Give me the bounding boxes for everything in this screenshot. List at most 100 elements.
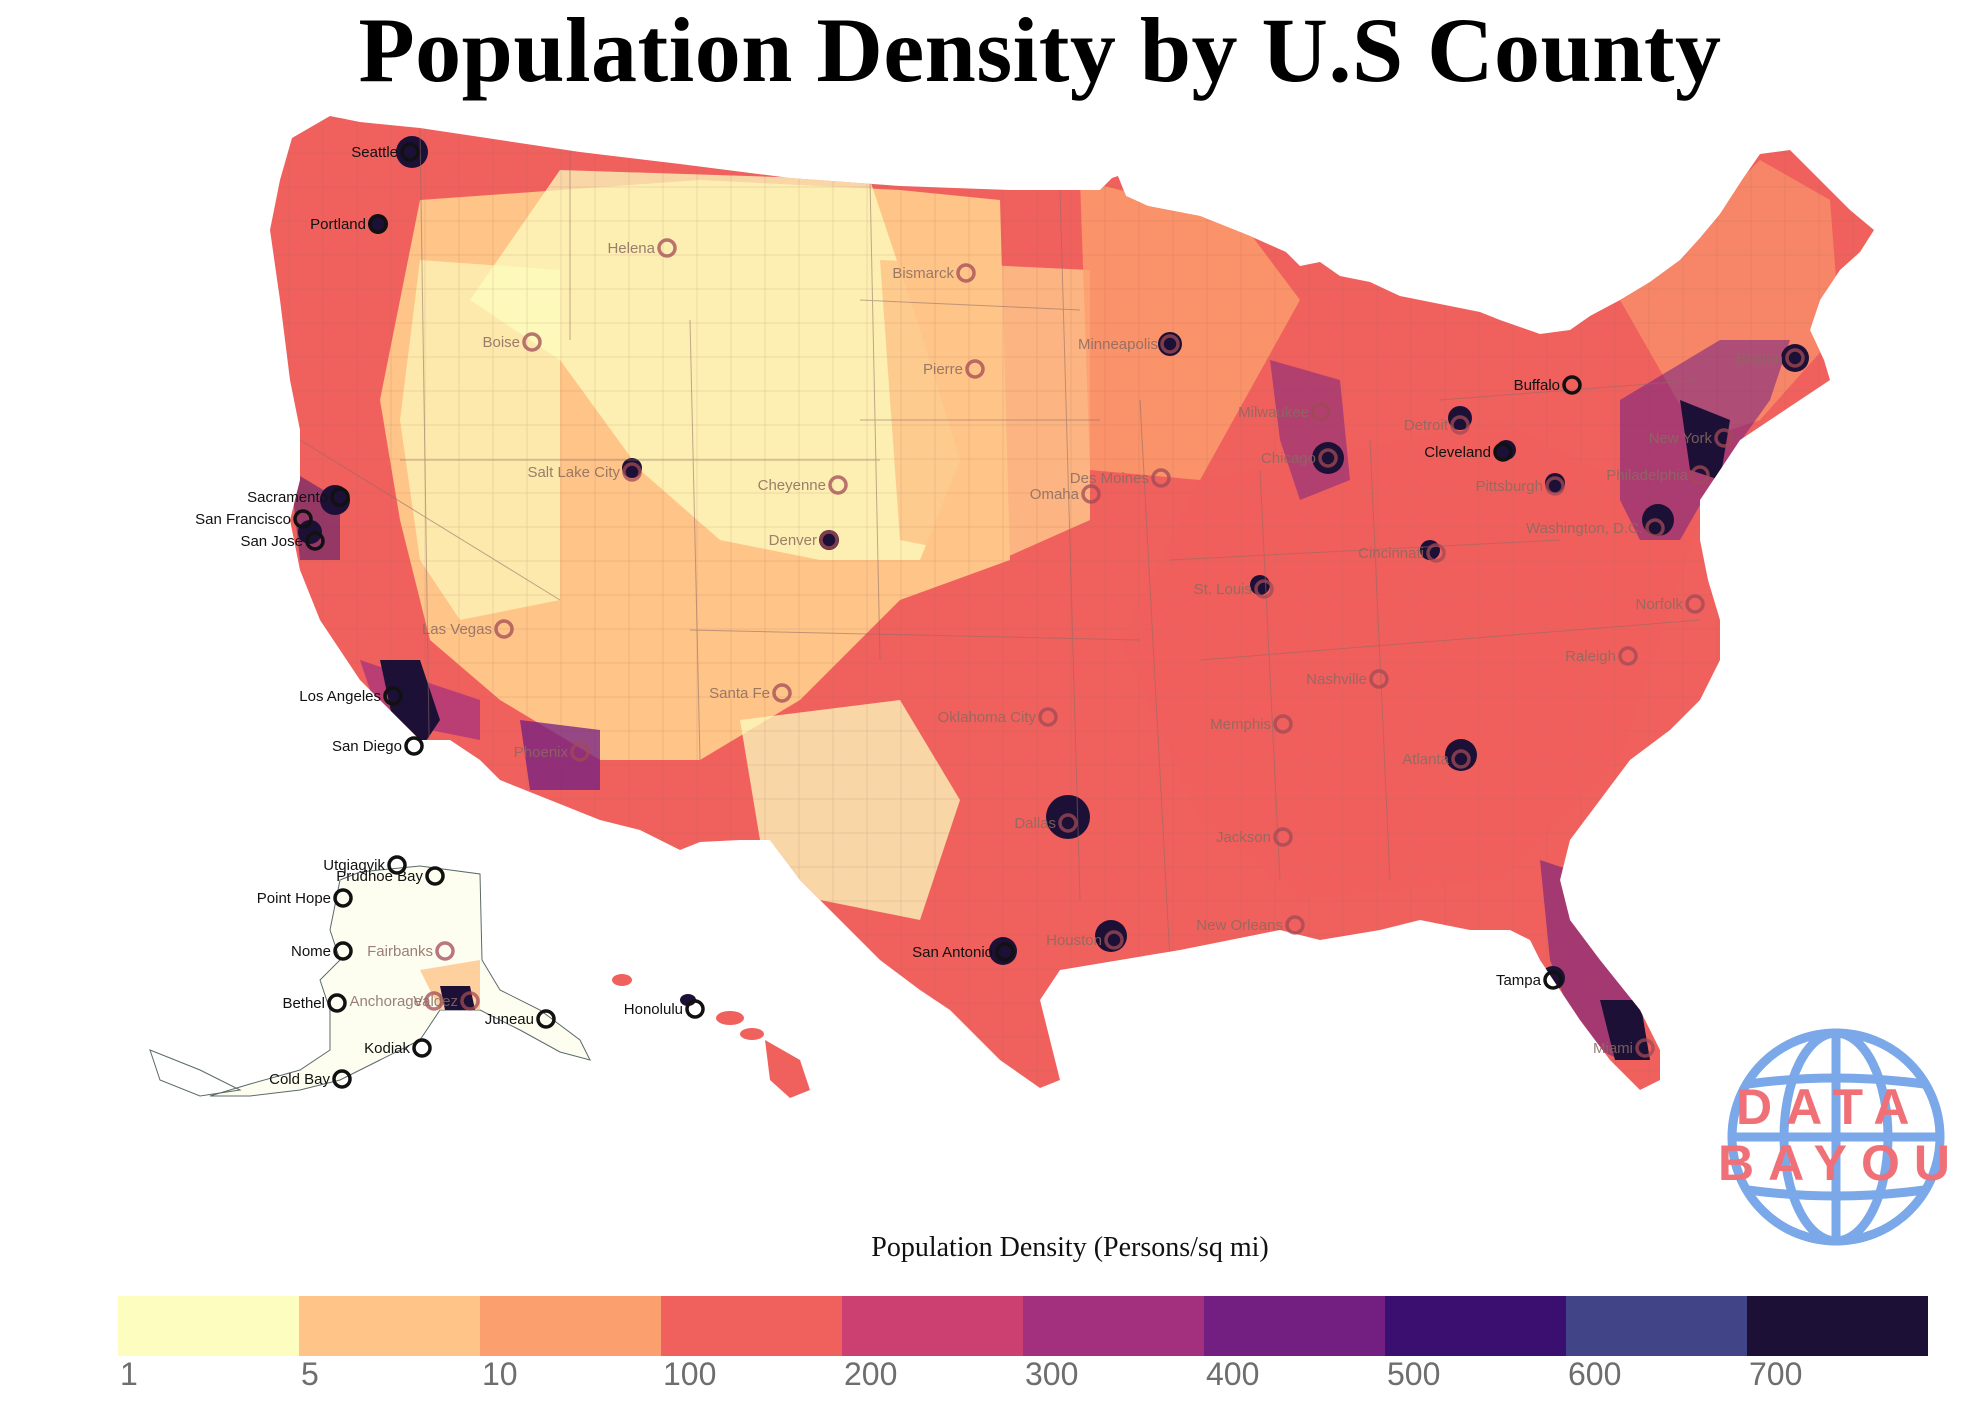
city-label-cheyenne: Cheyenne (758, 477, 826, 494)
city-label-portland: Portland (310, 216, 366, 233)
legend-tick-300: 300 (1025, 1356, 1079, 1392)
city-marker-cold-bay (332, 1069, 352, 1089)
legend-tick-200: 200 (844, 1356, 898, 1392)
city-marker-phoenix (570, 742, 590, 762)
legend-swatch-6 (1204, 1296, 1385, 1356)
city-marker-san-diego (404, 736, 424, 756)
city-label-miami: Miami (1593, 1040, 1633, 1057)
city-helena: Helena (607, 238, 677, 258)
legend-swatch-9 (1747, 1296, 1928, 1356)
city-label-sacramento: Sacramento (247, 489, 328, 506)
city-label-honolulu: Honolulu (624, 1001, 683, 1018)
city-label-san-antonio: San Antonio (912, 944, 993, 961)
city-sacramento: Sacramento (247, 487, 350, 507)
legend-tick-10: 10 (482, 1356, 518, 1392)
page-title: Population Density by U.S County (358, 0, 1722, 101)
city-label-san-jose: San Jose (240, 533, 303, 550)
city-marker-nome (333, 941, 353, 961)
city-portland: Portland (310, 214, 388, 234)
city-marker-tampa (1543, 970, 1563, 990)
city-label-los-angeles: Los Angeles (299, 688, 381, 705)
city-houston: Houston (1046, 930, 1124, 950)
city-buffalo: Buffalo (1514, 375, 1582, 395)
logo-line-2: BAYOU (1718, 1135, 1954, 1191)
city-label-omaha: Omaha (1030, 486, 1080, 503)
city-fairbanks: Fairbanks (367, 941, 455, 961)
city-atlanta: Atlanta (1402, 749, 1471, 769)
city-cincinnati: Cincinnati (1358, 543, 1446, 563)
city-label-pierre: Pierre (923, 361, 963, 378)
city-jackson: Jackson (1216, 827, 1293, 847)
legend-swatch-5 (1023, 1296, 1204, 1356)
city-marker-boise (522, 332, 542, 352)
city-label-bethel: Bethel (282, 995, 325, 1012)
city-utqiagvik: Utqiagvik (323, 855, 407, 875)
maricopa (520, 720, 600, 790)
city-marker-omaha (1081, 484, 1101, 504)
city-nashville: Nashville (1306, 669, 1389, 689)
city-santa-fe: Santa Fe (709, 683, 792, 703)
city-marker-minneapolis (1160, 334, 1180, 354)
city-label-tampa: Tampa (1496, 972, 1542, 989)
city-marker-anchorage (424, 991, 444, 1011)
city-kodiak: Kodiak (364, 1038, 432, 1058)
legend-tick-700: 700 (1749, 1356, 1803, 1392)
legend-tick-5: 5 (301, 1356, 319, 1392)
legend-title: Population Density (Persons/sq mi) (871, 1232, 1269, 1263)
city-marker-buffalo (1562, 375, 1582, 395)
state-boundaries (299, 129, 1701, 961)
city-label-des-moines: Des Moines (1070, 470, 1149, 487)
city-marker-bethel (327, 993, 347, 1013)
logo-line-1: DATA (1736, 1079, 1923, 1135)
city-marker-cincinnati (1426, 543, 1446, 563)
city-label-atlanta: Atlanta (1402, 751, 1449, 768)
city-denver: Denver (769, 530, 839, 550)
city-label-norfolk: Norfolk (1635, 596, 1683, 613)
city-label-valdez: Valdez (413, 993, 458, 1010)
legend-tick-400: 400 (1206, 1356, 1260, 1392)
city-marker-cheyenne (828, 475, 848, 495)
city-label-kodiak: Kodiak (364, 1040, 410, 1057)
city-marker-philadelphia (1690, 465, 1710, 485)
city-memphis: Memphis (1210, 714, 1293, 734)
city-label-chicago: Chicago (1261, 450, 1316, 467)
city-label-utqiagvik: Utqiagvik (323, 857, 385, 874)
city-label-raleigh: Raleigh (1565, 648, 1616, 665)
city-pierre: Pierre (923, 359, 985, 379)
city-omaha: Omaha (1030, 484, 1101, 504)
city-label-juneau: Juneau (485, 1011, 534, 1028)
city-label-santa-fe: Santa Fe (709, 685, 770, 702)
city-marker-bismarck (956, 263, 976, 283)
city-label-las-vegas: Las Vegas (422, 621, 492, 638)
city-oklahoma-city: Oklahoma City (938, 707, 1058, 727)
aleutian-islands (149, 1049, 242, 1097)
legend-tick-500: 500 (1387, 1356, 1441, 1392)
city-new-york: New York (1649, 428, 1734, 448)
city-marker-prudhoe-bay (425, 866, 445, 886)
city-las-vegas: Las Vegas (422, 619, 514, 639)
city-label-helena: Helena (607, 240, 655, 257)
city-phoenix: Phoenix (514, 742, 590, 762)
city-label-denver: Denver (769, 532, 817, 549)
data-bayou-logo: DATA BAYOU (1718, 1012, 1954, 1262)
city-marker-santa-fe (772, 683, 792, 703)
city-marker-cleveland (1493, 442, 1513, 462)
legend-swatch-8 (1566, 1296, 1747, 1356)
city-raleigh: Raleigh (1565, 646, 1638, 666)
city-label-nashville: Nashville (1306, 671, 1367, 688)
city-marker-fairbanks (435, 941, 455, 961)
city-cleveland: Cleveland (1424, 442, 1513, 462)
city-label-salt-lake-city: Salt Lake City (527, 464, 620, 481)
city-seattle: Seattle (351, 142, 420, 162)
city-des-moines: Des Moines (1070, 468, 1171, 488)
city-marker-denver (819, 530, 839, 550)
city-label-san-diego: San Diego (332, 738, 402, 755)
city-san-francisco: San Francisco (195, 509, 313, 529)
city-tampa: Tampa (1496, 970, 1563, 990)
city-marker-detroit (1450, 415, 1470, 435)
city-marker-norfolk (1685, 594, 1705, 614)
city-label-philadelphia: Philadelphia (1606, 467, 1688, 484)
city-marker-valdez (460, 991, 480, 1011)
city-marker-juneau (536, 1009, 556, 1029)
city-label-new-orleans: New Orleans (1196, 917, 1283, 934)
